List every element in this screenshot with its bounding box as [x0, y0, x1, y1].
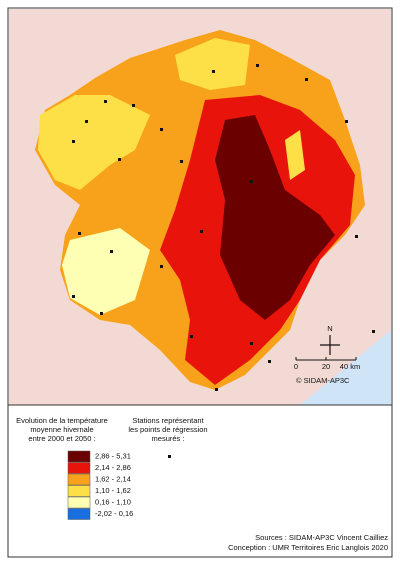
- zone-hot: [215, 115, 335, 320]
- station-symbol: [168, 455, 171, 458]
- legend-label: 2,86 - 5,31: [95, 451, 131, 460]
- legend-label: 1,62 - 2,14: [95, 474, 131, 483]
- stations: [72, 64, 375, 391]
- legend-title: entre 2000 et 2050 :: [28, 434, 95, 443]
- copyright: © SIDAM-AP3C: [296, 376, 350, 385]
- zone-north: [175, 38, 250, 90]
- legend-swatch: [67, 462, 91, 474]
- legend-swatch: [67, 496, 91, 509]
- legend-label: 0,16 - 1,10: [95, 497, 131, 506]
- legend-title: moyenne hivernale: [30, 425, 93, 434]
- legend-label: 1,10 - 1,62: [95, 486, 131, 495]
- legend-swatch: [67, 508, 91, 520]
- legend-swatch: [67, 450, 91, 463]
- legend-title: Evolution de la température: [16, 416, 108, 425]
- zone-southwest: [62, 228, 150, 315]
- zone-west: [38, 95, 150, 190]
- legend-label: -2,02 - 0,16: [95, 509, 133, 518]
- stations-title: mesurés :: [152, 434, 185, 443]
- north-arrow: N: [320, 324, 340, 355]
- map: N 0 20 40 km © SIDAM-AP3C: [9, 9, 391, 405]
- legend-swatch: [67, 473, 91, 486]
- conception: Conception : UMR Territoires Eric Langlo…: [228, 543, 388, 552]
- legend-label: 2,14 - 2,86: [95, 463, 131, 472]
- scale-label: 40 km: [340, 362, 360, 371]
- north-label: N: [327, 324, 332, 333]
- scale-label: 20: [322, 362, 330, 371]
- scale-bar: 0 20 40 km © SIDAM-AP3C: [294, 357, 360, 385]
- stations-title: Stations représentant: [132, 416, 204, 425]
- legend-swatch: [67, 485, 91, 497]
- zone-valley: [285, 130, 305, 180]
- scale-label: 0: [294, 362, 298, 371]
- sources: Sources : SIDAM-AP3C Vincent Cailliez: [255, 533, 388, 542]
- frame: [7, 7, 393, 558]
- stations-title: les points de régression: [128, 425, 207, 434]
- sea: [300, 330, 391, 405]
